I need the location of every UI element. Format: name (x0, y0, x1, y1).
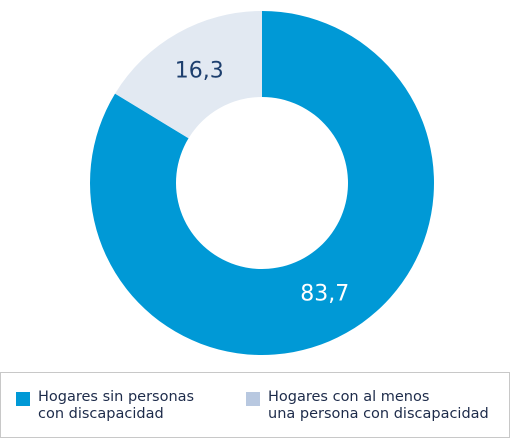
legend: Hogares sin personas con discapacidad Hog… (0, 372, 510, 438)
legend-item: Hogares con al menos una persona con dis… (246, 389, 489, 423)
chart: 83,7 16,3 (89, 11, 434, 356)
data-label: 83,7 (300, 282, 349, 307)
legend-swatch (16, 392, 30, 406)
slice (115, 11, 262, 139)
data-label: 16,3 (175, 58, 224, 83)
legend-label: Hogares sin personas con discapacidad (38, 389, 195, 422)
legend-label: Hogares con al menos una persona con dis… (268, 389, 489, 422)
legend-swatch (246, 392, 260, 406)
legend-item: Hogares sin personas con discapacidad (16, 389, 194, 423)
slice (89, 11, 434, 356)
